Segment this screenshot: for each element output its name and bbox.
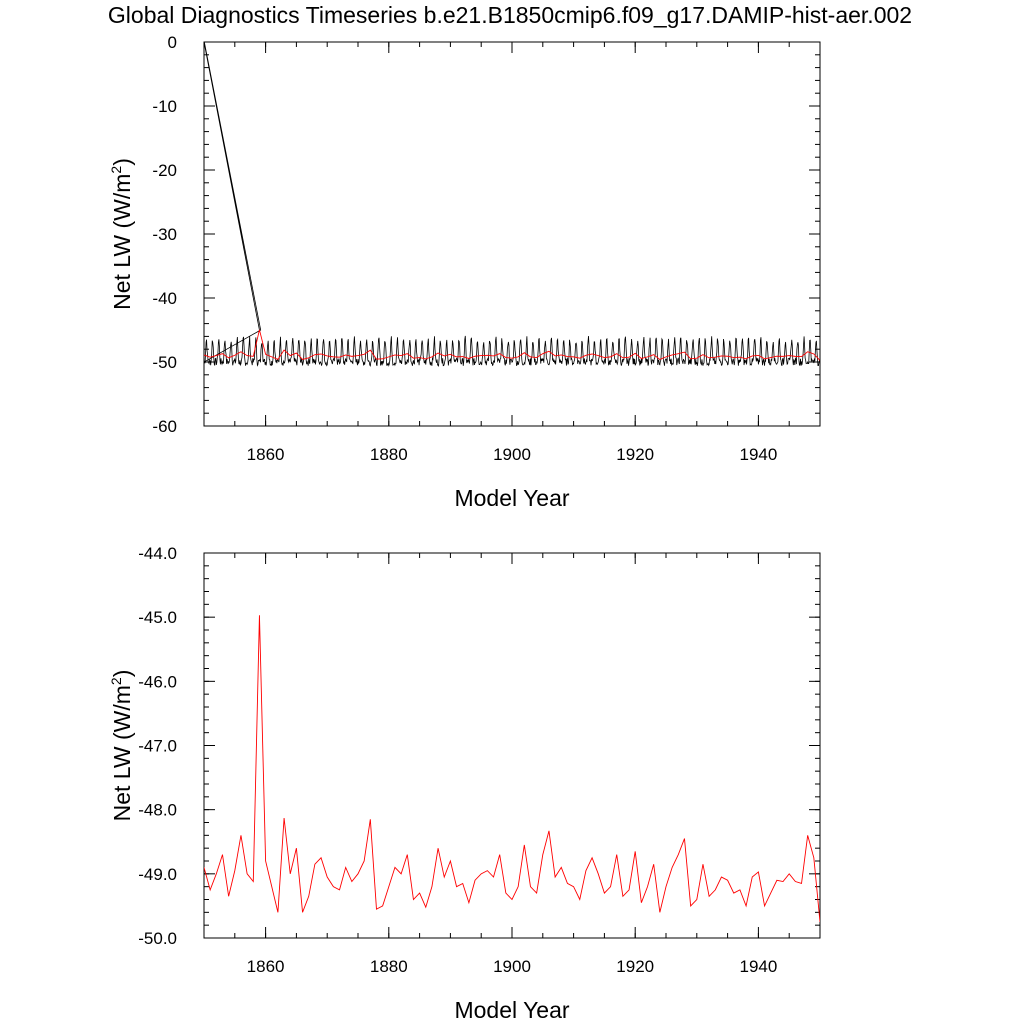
x-tick-label: 1900 xyxy=(493,445,531,464)
annual-mean-line xyxy=(204,329,820,361)
x-axis-label: Model Year xyxy=(454,485,569,511)
y-tick-label: -45.0 xyxy=(138,608,177,627)
x-tick-label: 1900 xyxy=(493,957,531,976)
y-tick-label: -50 xyxy=(152,353,177,372)
x-tick-label: 1940 xyxy=(739,957,777,976)
y-tick-label: -50.0 xyxy=(138,929,177,948)
series-group xyxy=(204,42,820,368)
y-tick-label: -46.0 xyxy=(138,672,177,691)
y-tick-label: -49.0 xyxy=(138,865,177,884)
y-tick-label: -48.0 xyxy=(138,801,177,820)
y-axis-label: Net LW (W/m2) xyxy=(108,670,135,822)
x-tick-label: 1920 xyxy=(616,445,654,464)
y-axis-label: Net LW (W/m2) xyxy=(108,158,135,310)
y-tick-label: -60 xyxy=(152,417,177,436)
y-tick-label: -20 xyxy=(152,161,177,180)
annual-mean-line xyxy=(204,615,820,923)
x-tick-label: 1860 xyxy=(247,957,285,976)
figure-title: Global Diagnostics Timeseries b.e21.B185… xyxy=(108,2,912,28)
top-panel: 1860 1880 1900 1920 1940 0 -10 -20 -30 -40 -50 -60 M… xyxy=(108,33,821,511)
x-tick-label: 1880 xyxy=(370,957,408,976)
bottom-panel: 1860 1880 1900 1920 1940 -44.0 -45.0 -46.0 -47.0… xyxy=(108,544,821,1023)
monthly-line xyxy=(204,42,820,368)
y-tick-label: -30 xyxy=(152,225,177,244)
y-tick-label: -47.0 xyxy=(138,737,177,756)
x-tick-label: 1940 xyxy=(739,445,777,464)
plot-frame xyxy=(203,41,821,427)
y-tick-label: -10 xyxy=(152,97,177,116)
x-tick-label: 1880 xyxy=(370,445,408,464)
y-tick-label: -40 xyxy=(152,289,177,308)
x-tick-label: 1920 xyxy=(616,957,654,976)
x-axis-label: Model Year xyxy=(454,997,569,1023)
series-group xyxy=(204,615,820,923)
y-tick-label: 0 xyxy=(168,33,177,52)
x-tick-label: 1860 xyxy=(247,445,285,464)
y-tick-label: -44.0 xyxy=(138,544,177,563)
